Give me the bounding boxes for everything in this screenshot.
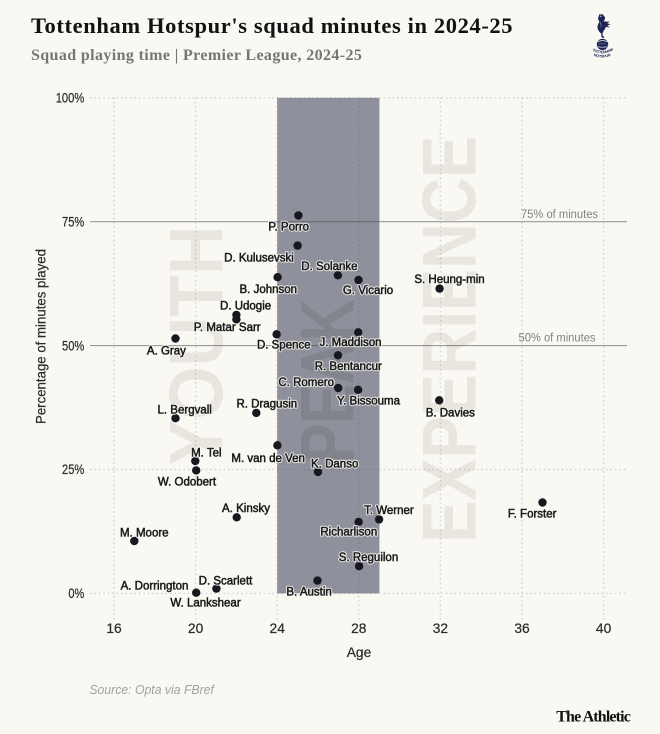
svg-text:B. Davies: B. Davies	[426, 407, 475, 419]
svg-text:W. Lankshear: W. Lankshear	[170, 598, 240, 610]
svg-text:A. Dorrington: A. Dorrington	[121, 581, 189, 593]
svg-text:M. van de Ven: M. van de Ven	[231, 453, 305, 465]
svg-text:20: 20	[188, 621, 204, 636]
svg-text:M. Tel: M. Tel	[191, 448, 221, 460]
svg-text:R. Dragusin: R. Dragusin	[236, 398, 297, 410]
svg-text:D. Scarlett: D. Scarlett	[199, 576, 253, 588]
svg-text:K. Danso: K. Danso	[311, 458, 358, 470]
svg-text:A. Kinsky: A. Kinsky	[222, 503, 270, 515]
svg-text:R. Dragusin: R. Dragusin	[236, 398, 297, 410]
svg-text:28: 28	[351, 621, 367, 636]
svg-text:TOTTENHAM: TOTTENHAM	[592, 47, 614, 54]
svg-text:F. Forster: F. Forster	[508, 509, 557, 521]
svg-text:0%: 0%	[68, 586, 84, 601]
svg-text:24: 24	[270, 621, 286, 636]
svg-text:M. Moore: M. Moore	[120, 527, 169, 539]
svg-text:PEAK: PEAK	[285, 299, 370, 463]
svg-text:A. Gray: A. Gray	[147, 346, 186, 358]
svg-text:Squad playing time | Premier L: Squad playing time | Premier League, 202…	[31, 47, 362, 64]
svg-text:R. Bentancur: R. Bentancur	[315, 361, 382, 373]
svg-text:Richarlison: Richarlison	[320, 526, 377, 538]
svg-text:B. Davies: B. Davies	[426, 407, 475, 419]
svg-text:W. Odobert: W. Odobert	[158, 477, 217, 489]
svg-text:EXPERIENCE: EXPERIENCE	[407, 136, 492, 543]
svg-text:40: 40	[596, 621, 612, 636]
svg-text:S. Heung-min: S. Heung-min	[414, 274, 484, 286]
svg-text:A. Kinsky: A. Kinsky	[222, 503, 270, 515]
svg-text:K. Danso: K. Danso	[311, 458, 358, 470]
svg-text:32: 32	[433, 621, 448, 636]
svg-text:G. Vicario: G. Vicario	[343, 285, 393, 297]
svg-text:50%: 50%	[62, 338, 84, 353]
svg-text:Tottenham Hotspur's squad minu: Tottenham Hotspur's squad minutes in 202…	[31, 13, 513, 38]
svg-text:L. Bergvall: L. Bergvall	[158, 405, 212, 417]
svg-text:D. Solanke: D. Solanke	[301, 261, 357, 273]
svg-text:D. Udogie: D. Udogie	[220, 301, 271, 313]
svg-text:P. Matar Sarr: P. Matar Sarr	[194, 322, 261, 334]
svg-text:75% of minutes: 75% of minutes	[521, 209, 598, 221]
svg-text:B. Johnson: B. Johnson	[240, 284, 298, 296]
svg-text:C. Romero: C. Romero	[278, 377, 334, 389]
svg-text:P. Porro: P. Porro	[268, 221, 309, 233]
svg-text:Y. Bissouma: Y. Bissouma	[337, 396, 401, 408]
svg-text:F. Forster: F. Forster	[508, 509, 557, 521]
svg-text:50% of minutes: 50% of minutes	[519, 333, 596, 345]
svg-text:B. Johnson: B. Johnson	[240, 284, 298, 296]
svg-text:Richarlison: Richarlison	[320, 526, 377, 538]
svg-text:100%: 100%	[56, 91, 85, 106]
svg-text:C. Romero: C. Romero	[278, 377, 334, 389]
svg-text:T. Werner: T. Werner	[364, 505, 414, 517]
svg-text:Source: Opta via FBref: Source: Opta via FBref	[89, 682, 215, 697]
svg-text:M. Tel: M. Tel	[191, 448, 221, 460]
svg-text:16: 16	[106, 621, 122, 636]
svg-text:A. Dorrington: A. Dorrington	[121, 581, 189, 593]
svg-text:P. Porro: P. Porro	[268, 221, 309, 233]
svg-text:S. Reguilon: S. Reguilon	[339, 552, 398, 564]
svg-text:P. Matar Sarr: P. Matar Sarr	[194, 322, 261, 334]
svg-text:B. Austin: B. Austin	[286, 587, 331, 599]
svg-text:75%: 75%	[62, 214, 84, 229]
svg-text:J. Maddison: J. Maddison	[319, 337, 381, 349]
svg-text:D. Spence: D. Spence	[257, 340, 311, 352]
svg-text:D. Solanke: D. Solanke	[301, 261, 357, 273]
svg-text:G. Vicario: G. Vicario	[343, 285, 393, 297]
svg-text:J. Maddison: J. Maddison	[319, 337, 381, 349]
svg-text:Percentage of minutes played: Percentage of minutes played	[34, 249, 49, 424]
svg-text:Y. Bissouma: Y. Bissouma	[337, 396, 401, 408]
svg-text:The Athletic: The Athletic	[556, 709, 631, 726]
svg-text:T. Werner: T. Werner	[364, 505, 414, 517]
svg-text:D. Udogie: D. Udogie	[220, 301, 271, 313]
svg-text:R. Bentancur: R. Bentancur	[315, 361, 382, 373]
svg-text:S. Heung-min: S. Heung-min	[414, 274, 484, 286]
svg-text:A. Gray: A. Gray	[147, 346, 186, 358]
svg-text:W. Lankshear: W. Lankshear	[170, 598, 240, 610]
svg-text:W. Odobert: W. Odobert	[158, 477, 217, 489]
svg-text:Age: Age	[347, 645, 372, 660]
svg-text:M. van de Ven: M. van de Ven	[231, 453, 305, 465]
svg-text:S. Reguilon: S. Reguilon	[339, 552, 398, 564]
svg-text:D. Spence: D. Spence	[257, 340, 311, 352]
svg-text:36: 36	[514, 621, 530, 636]
svg-text:D. Scarlett: D. Scarlett	[199, 576, 253, 588]
svg-text:L. Bergvall: L. Bergvall	[158, 405, 212, 417]
svg-text:B. Austin: B. Austin	[286, 587, 331, 599]
svg-text:HOTSPUR: HOTSPUR	[593, 53, 611, 59]
svg-text:D. Kulusevski: D. Kulusevski	[224, 253, 294, 265]
svg-text:D. Kulusevski: D. Kulusevski	[224, 253, 294, 265]
svg-text:M. Moore: M. Moore	[120, 527, 169, 539]
svg-text:25%: 25%	[62, 462, 84, 477]
